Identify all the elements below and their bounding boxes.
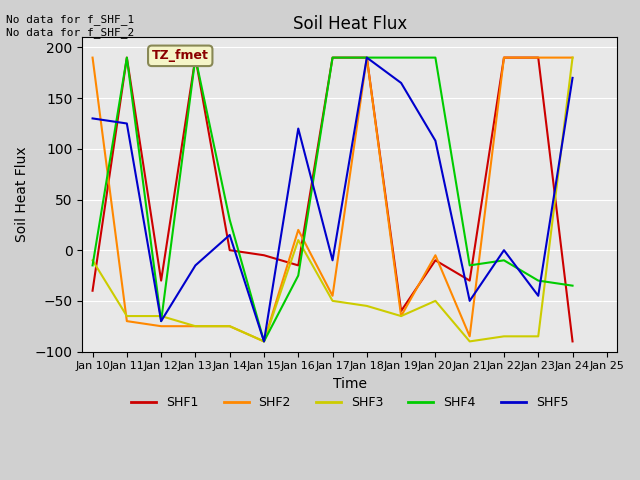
SHF3 bbox=[89, 257, 97, 263]
SHF5 bbox=[329, 257, 337, 263]
SHF4 bbox=[123, 55, 131, 60]
SHF1 bbox=[569, 338, 577, 344]
SHF1 bbox=[226, 247, 234, 253]
SHF1 bbox=[123, 55, 131, 60]
SHF4 bbox=[157, 318, 165, 324]
SHF3 bbox=[500, 334, 508, 339]
SHF5 bbox=[569, 75, 577, 81]
SHF2 bbox=[157, 324, 165, 329]
SHF1 bbox=[294, 263, 302, 268]
SHF2 bbox=[534, 55, 542, 60]
SHF3 bbox=[397, 313, 405, 319]
SHF1 bbox=[534, 55, 542, 60]
SHF1 bbox=[191, 55, 199, 60]
SHF4 bbox=[363, 55, 371, 60]
Title: Soil Heat Flux: Soil Heat Flux bbox=[292, 15, 407, 33]
SHF3 bbox=[226, 324, 234, 329]
SHF2 bbox=[329, 293, 337, 299]
SHF2 bbox=[123, 318, 131, 324]
SHF4 bbox=[294, 273, 302, 278]
SHF3 bbox=[466, 338, 474, 344]
SHF4 bbox=[89, 263, 97, 268]
Line: SHF4: SHF4 bbox=[93, 58, 573, 341]
SHF2 bbox=[89, 55, 97, 60]
SHF4 bbox=[226, 217, 234, 223]
Line: SHF3: SHF3 bbox=[93, 58, 573, 341]
Y-axis label: Soil Heat Flux: Soil Heat Flux bbox=[15, 146, 29, 242]
SHF5 bbox=[466, 298, 474, 304]
SHF4 bbox=[431, 55, 439, 60]
SHF4 bbox=[500, 257, 508, 263]
SHF3 bbox=[157, 313, 165, 319]
SHF1 bbox=[466, 278, 474, 284]
Text: TZ_fmet: TZ_fmet bbox=[152, 49, 209, 62]
SHF2 bbox=[397, 313, 405, 319]
SHF3 bbox=[123, 313, 131, 319]
SHF5 bbox=[534, 293, 542, 299]
SHF2 bbox=[363, 55, 371, 60]
SHF2 bbox=[569, 55, 577, 60]
SHF3 bbox=[329, 298, 337, 304]
SHF1 bbox=[329, 55, 337, 60]
Line: SHF1: SHF1 bbox=[93, 58, 573, 341]
SHF5 bbox=[500, 247, 508, 253]
SHF2 bbox=[226, 324, 234, 329]
Text: No data for f_SHF_1
No data for f_SHF_2: No data for f_SHF_1 No data for f_SHF_2 bbox=[6, 14, 134, 38]
SHF4 bbox=[534, 278, 542, 284]
SHF4 bbox=[569, 283, 577, 288]
SHF5 bbox=[123, 120, 131, 126]
SHF1 bbox=[397, 308, 405, 314]
SHF2 bbox=[191, 324, 199, 329]
SHF4 bbox=[466, 263, 474, 268]
SHF2 bbox=[260, 338, 268, 344]
SHF3 bbox=[363, 303, 371, 309]
SHF4 bbox=[329, 55, 337, 60]
SHF5 bbox=[89, 116, 97, 121]
SHF3 bbox=[191, 324, 199, 329]
SHF4 bbox=[191, 55, 199, 60]
SHF5 bbox=[260, 338, 268, 344]
SHF4 bbox=[397, 55, 405, 60]
SHF2 bbox=[431, 252, 439, 258]
SHF1 bbox=[89, 288, 97, 294]
SHF5 bbox=[191, 263, 199, 268]
SHF2 bbox=[294, 227, 302, 233]
SHF4 bbox=[260, 338, 268, 344]
Line: SHF5: SHF5 bbox=[93, 58, 573, 341]
SHF1 bbox=[431, 257, 439, 263]
SHF3 bbox=[431, 298, 439, 304]
SHF5 bbox=[226, 232, 234, 238]
SHF3 bbox=[534, 334, 542, 339]
SHF1 bbox=[260, 252, 268, 258]
SHF5 bbox=[363, 55, 371, 60]
SHF1 bbox=[157, 278, 165, 284]
X-axis label: Time: Time bbox=[333, 377, 367, 391]
SHF2 bbox=[466, 334, 474, 339]
SHF1 bbox=[500, 55, 508, 60]
SHF5 bbox=[157, 318, 165, 324]
SHF1 bbox=[363, 55, 371, 60]
SHF5 bbox=[294, 126, 302, 132]
Legend: SHF1, SHF2, SHF3, SHF4, SHF5: SHF1, SHF2, SHF3, SHF4, SHF5 bbox=[126, 391, 573, 414]
SHF5 bbox=[431, 138, 439, 144]
SHF3 bbox=[294, 237, 302, 243]
SHF3 bbox=[260, 338, 268, 344]
SHF2 bbox=[500, 55, 508, 60]
SHF3 bbox=[569, 55, 577, 60]
Line: SHF2: SHF2 bbox=[93, 58, 573, 341]
SHF5 bbox=[397, 80, 405, 86]
